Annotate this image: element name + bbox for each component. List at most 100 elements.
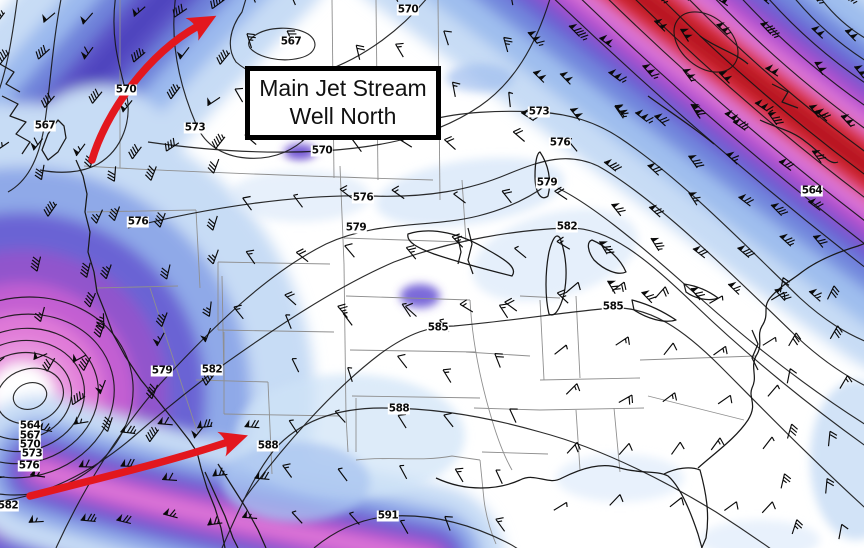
wind-barb-flag [809, 104, 818, 110]
wind-barb-flag [564, 76, 574, 82]
light-wind-patches [222, 64, 864, 548]
wind-barb-flag [726, 151, 735, 157]
jet-contour-pack [554, 0, 864, 268]
wind-barb-flag [811, 25, 820, 32]
wind-barb-flag [692, 245, 701, 252]
wind-barb-flag [719, 70, 728, 76]
wind-barb-flag [642, 64, 651, 69]
wind-barb-flag [737, 245, 746, 251]
wind-barb-flag [724, 75, 733, 81]
wind-barb-flag [42, 14, 47, 23]
wind-barb-flag [733, 118, 741, 125]
wind-barb-flag [650, 237, 660, 242]
wind-barb-flag [116, 513, 123, 521]
wind-barb-flag [532, 36, 541, 42]
wind-barb-flag [728, 281, 737, 288]
wind-barb-flag [191, 430, 197, 439]
wind-barb-flag [647, 162, 656, 169]
wind-barb-flag [640, 113, 649, 120]
wind-barb-flag [72, 148, 79, 156]
wind-barb-flag [574, 113, 584, 118]
wind-barb-flag [207, 97, 212, 106]
wind-barb-flag [157, 416, 163, 424]
wind-barb-flag [684, 34, 693, 39]
wind-barb-flag [614, 105, 624, 110]
wind-barb-flag [812, 150, 821, 155]
wind-barb-flag [764, 0, 768, 2]
wind-barb-flag [692, 105, 701, 110]
wind-barb-flag [162, 472, 167, 480]
wind-barb-flag [760, 103, 769, 110]
wind-barb-flag [845, 28, 854, 34]
wind-barb-flag [611, 203, 620, 208]
wind-barb-flag [120, 425, 126, 433]
wind-barb-flag [754, 99, 763, 106]
wind-barb-flag [771, 68, 779, 75]
wind-barb-flag [200, 335, 207, 343]
wind-barb-flag [80, 513, 86, 521]
wind-barb-flag [779, 233, 788, 240]
wind-barb-flag [599, 34, 608, 41]
wind-barb-flag [244, 419, 250, 427]
wind-barb-flag [814, 61, 824, 66]
wind-barb-flag [768, 112, 777, 117]
wind-barb-flag [680, 28, 689, 33]
wind-barb-flag [654, 113, 663, 119]
wind-barb-flag [607, 280, 616, 285]
annotation-line2: Well North [289, 103, 397, 129]
wind-barb-flag [858, 71, 864, 76]
wind-barb-flag [659, 23, 668, 29]
wind-barb-flag [721, 27, 730, 33]
wind-barb-flag [72, 353, 77, 363]
wind-barb-flag [779, 158, 787, 165]
wind-barb-flag [774, 287, 783, 293]
wind-barb-flag [809, 288, 818, 295]
wind-barb-flag [197, 420, 202, 428]
wind-barb-flag [33, 351, 38, 360]
wind-barb-flag [641, 290, 650, 296]
wind-barb-flag [654, 18, 663, 24]
wind-barb-flag [818, 67, 827, 72]
wind-barb-flag [570, 107, 579, 113]
wind-barb-flag [688, 155, 697, 160]
wind-barb-flag [635, 109, 644, 116]
annotation-line1: Main Jet Stream [259, 75, 427, 101]
wind-barb-flag [688, 192, 698, 197]
wind-barb-flag [647, 69, 656, 75]
wind-barb-flag [716, 22, 725, 28]
wind-barb-flag [533, 69, 542, 76]
wind-barb-flag [163, 508, 170, 516]
wind-barb-flag [760, 21, 769, 27]
wind-barb-flag [599, 241, 608, 246]
annotation-box: Main Jet Stream Well North [245, 66, 441, 140]
wind-barb-flag [816, 30, 825, 36]
wind-barb-flag [682, 68, 692, 74]
wind-barb-flag [649, 204, 658, 210]
wind-barb-flag [30, 142, 37, 151]
wind-barb-flag [813, 234, 822, 240]
wind-barb-flag [73, 416, 78, 425]
wind-barb-flag [207, 517, 212, 525]
wind-barb-flag [730, 114, 739, 121]
wind-barb-flag [254, 471, 260, 479]
wind-barb-flag [94, 387, 102, 395]
wind-barb-flag [765, 64, 774, 71]
wind-barb-flag [845, 119, 855, 125]
wind-barb-flag [850, 33, 859, 39]
wind-barb-flag [841, 114, 850, 120]
wind-barb-flag [619, 109, 628, 115]
wind-barb-flag [738, 193, 747, 200]
wind-barb-flag [687, 74, 696, 79]
wind-barb-flag [608, 69, 617, 75]
wind-barb-flag [527, 31, 537, 36]
wind-barb-flag [724, 110, 733, 116]
wind-barb-flag [721, 0, 728, 4]
wind-barb-flag [132, 8, 138, 17]
wind-barb-flag [569, 23, 578, 29]
wind-barb-flag [694, 110, 703, 114]
wind-barb-flag [80, 51, 87, 60]
wind-barb-flag [538, 74, 547, 81]
wind-barb-flag [212, 468, 217, 476]
